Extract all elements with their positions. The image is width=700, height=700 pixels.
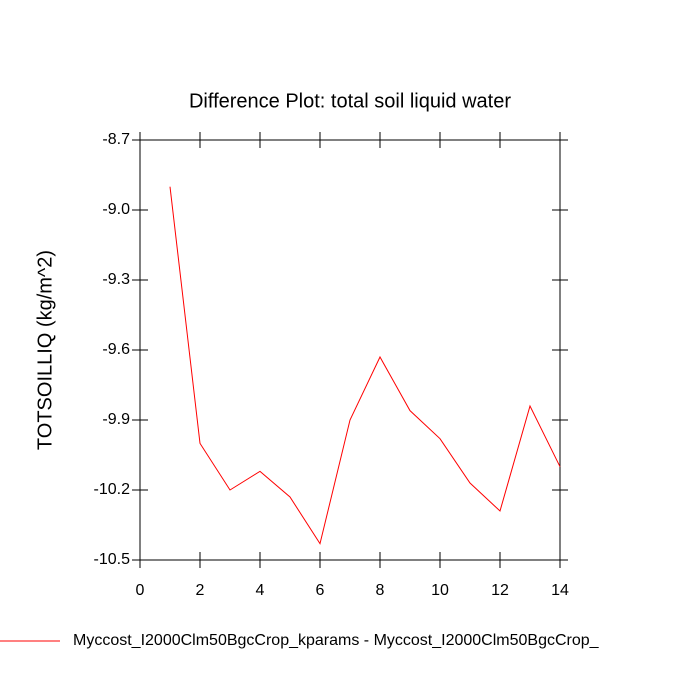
y-tick-label: -10.2 xyxy=(94,481,131,498)
y-tick-label: -9.0 xyxy=(102,201,130,218)
chart-title: Difference Plot: total soil liquid water xyxy=(189,90,511,112)
x-tick-label: 0 xyxy=(136,582,145,599)
x-tick-label: 10 xyxy=(431,582,449,599)
y-tick-label: -10.5 xyxy=(94,551,131,568)
x-tick-label: 14 xyxy=(551,582,569,599)
y-tick-label: -9.3 xyxy=(102,271,130,288)
x-tick-label: 4 xyxy=(256,582,265,599)
x-tick-label: 8 xyxy=(376,582,385,599)
legend-label: Myccost_I2000Clm50BgcCrop_kparams - Mycc… xyxy=(73,632,600,649)
plot-frame xyxy=(139,139,561,561)
x-tick-label: 12 xyxy=(491,582,509,599)
data-line xyxy=(169,186,561,545)
y-tick-label: -9.9 xyxy=(102,411,130,428)
y-axis-label: TOTSOILLIQ (kg/m^2) xyxy=(34,250,56,450)
y-tick-label: -8.7 xyxy=(102,131,130,148)
x-tick-label: 6 xyxy=(316,582,325,599)
y-tick-label: -9.6 xyxy=(102,341,130,358)
x-tick-label: 2 xyxy=(196,582,205,599)
